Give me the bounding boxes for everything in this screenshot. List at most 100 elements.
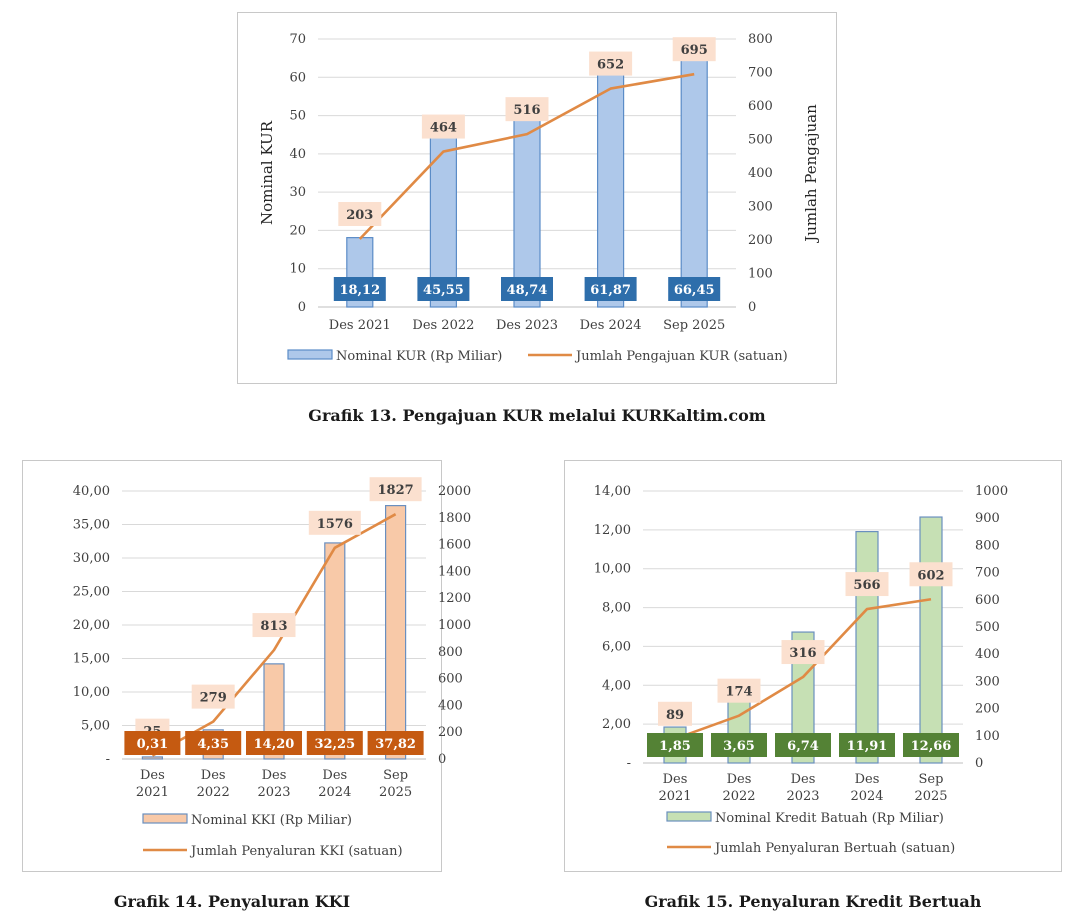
y2-tick-label: 800: [975, 538, 1000, 553]
y-tick-label: 5,00: [81, 719, 110, 734]
bar-data-label: 1,85: [659, 739, 691, 754]
line-label-box: [191, 684, 235, 709]
y2-tick-label: 600: [748, 99, 773, 114]
bar: [513, 119, 541, 308]
y-tick-label: 40,00: [73, 484, 110, 499]
y-tick-label: 10,00: [73, 685, 110, 700]
line-label-box: [781, 640, 825, 665]
y2-tick-label: 2000: [438, 484, 471, 499]
chart-panel-15: - 2,00 4,00 6,00 8,00 10,00 12,00 14,00 0 100 200 3…: [564, 460, 1062, 872]
bar-data-label: 45,55: [423, 283, 464, 298]
y2-tick-label: 800: [438, 645, 463, 660]
line-data-label: 316: [789, 646, 816, 661]
legend-swatch-bar: [142, 813, 188, 824]
y2-tick-label: 1400: [438, 564, 471, 579]
line-label-box: [717, 678, 761, 703]
y2-tick-label: 0: [438, 752, 446, 767]
bar-data-label: 61,87: [590, 283, 631, 298]
line-data-label: 566: [853, 578, 880, 593]
x-tick-label: Des 2021: [329, 318, 391, 333]
x-tick-label: Des 2024: [580, 318, 642, 333]
bar-data-label: 4,35: [197, 737, 229, 752]
bar: [919, 516, 943, 764]
y-tick-label: 10,00: [594, 562, 631, 577]
y2-tick-label: 600: [975, 593, 1000, 608]
bar-value-box: [306, 731, 363, 755]
bar: [791, 631, 815, 764]
bar: [855, 531, 879, 764]
y2-tick-label: 200: [975, 702, 1000, 717]
x-tick-label: Sep: [383, 768, 408, 783]
chart-13: 0102030405060700100200300400500600700800…: [258, 32, 820, 364]
line-data-label: 652: [597, 58, 624, 73]
bar-data-label: 18,12: [339, 283, 380, 298]
x-tick-label: Des: [201, 768, 226, 783]
line-label-box: [589, 51, 633, 76]
bar-value-box: [124, 731, 181, 755]
line-label-box: [909, 562, 953, 587]
line-label-box: [845, 572, 889, 597]
x-tick-label: Des: [140, 768, 165, 783]
y2-tick-label: 1000: [438, 618, 471, 633]
line-data-label: 174: [725, 685, 752, 700]
bar-value-box: [711, 733, 767, 757]
y-tick-label: 25,00: [73, 585, 110, 600]
legend-label: Nominal KKI (Rp Miliar): [191, 813, 352, 828]
line-label-box: [252, 613, 296, 638]
y-tick-label: 20,00: [73, 618, 110, 633]
y-tick-label: -: [627, 756, 631, 771]
legend-label: Jumlah Penyaluran Bertuah (satuan): [713, 841, 955, 856]
bar-data-label: 48,74: [507, 283, 548, 298]
y2-axis-title: Jumlah Pengajuan: [802, 104, 820, 244]
line-label-box: [338, 201, 382, 226]
bar-value-box: [647, 733, 703, 757]
y-tick-label: 30: [289, 185, 306, 200]
y2-tick-label: 400: [975, 647, 1000, 662]
line-data-label: 695: [681, 43, 708, 58]
x-tick-label: Des: [322, 768, 347, 783]
line-label-box: [308, 510, 361, 535]
line-label-box: [369, 477, 422, 502]
legend-swatch-bar: [666, 811, 712, 822]
x-tick-label: 2024: [850, 789, 883, 804]
x-tick-label: Des 2022: [412, 318, 474, 333]
y-tick-label: 70: [289, 32, 306, 47]
y2-tick-label: 900: [975, 511, 1000, 526]
y2-tick-label: 100: [975, 729, 1000, 744]
y2-tick-label: 700: [748, 66, 773, 81]
x-tick-label: 2022: [197, 785, 230, 800]
y-tick-label: 2,00: [602, 717, 631, 732]
x-tick-label: Des: [262, 768, 287, 783]
line-data-label: 1576: [317, 517, 353, 532]
line-label-box: [658, 701, 692, 726]
chart-15: - 2,00 4,00 6,00 8,00 10,00 12,00 14,00 0 100 200 3…: [594, 484, 1008, 856]
y2-tick-label: 1200: [438, 591, 471, 606]
x-tick-label: 2021: [136, 785, 169, 800]
y-tick-label: 12,00: [594, 523, 631, 538]
x-tick-label: Des: [791, 772, 816, 787]
y2-tick-label: 500: [748, 133, 773, 148]
x-tick-label: Sep 2025: [663, 318, 725, 333]
y2-tick-label: 600: [438, 672, 463, 687]
line-data-label: 89: [666, 708, 684, 723]
bar-data-label: 11,91: [847, 739, 888, 754]
x-tick-label: 2025: [914, 789, 947, 804]
legend-label: Jumlah Penyaluran KKI (satuan): [189, 844, 403, 859]
bar-data-label: 14,20: [254, 737, 295, 752]
caption-15: Grafik 15. Penyaluran Kredit Bertuah: [644, 892, 982, 911]
line-label-box: [672, 37, 716, 62]
x-tick-label: 2024: [318, 785, 351, 800]
y2-tick-label: 1000: [975, 484, 1008, 499]
x-tick-label: 2021: [658, 789, 691, 804]
y2-tick-label: 400: [748, 166, 773, 181]
x-tick-label: Des: [663, 772, 688, 787]
bar-value-box: [668, 277, 721, 301]
y-tick-label: 6,00: [602, 639, 631, 654]
y2-tick-label: 0: [748, 300, 756, 315]
line-data-label: 813: [260, 619, 287, 634]
y-tick-label: 60: [289, 70, 306, 85]
x-tick-label: 2023: [786, 789, 819, 804]
line-data-label: 279: [200, 691, 227, 706]
legend-swatch-bar: [287, 349, 333, 360]
bar-data-label: 3,65: [723, 739, 755, 754]
